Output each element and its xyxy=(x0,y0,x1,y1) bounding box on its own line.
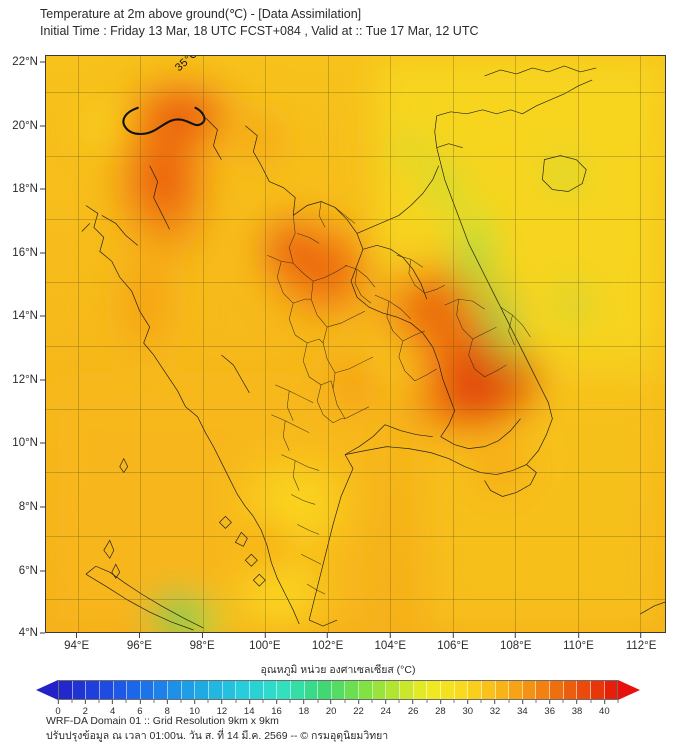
colorbar-under-arrow xyxy=(36,680,58,700)
colorbar-segment xyxy=(222,681,237,699)
xtick-98e: 98°E xyxy=(190,633,215,652)
colorbar-segment xyxy=(113,681,128,699)
colorbar-tick-major: 6 xyxy=(137,700,142,717)
colorbar-tick-major: 4 xyxy=(110,700,115,717)
colorbar-segment xyxy=(400,681,414,699)
ytick-4n: 4°N xyxy=(19,627,45,639)
colorbar-segment xyxy=(140,681,155,699)
title-line-1: Temperature at 2m above ground(℃) - [Dat… xyxy=(40,7,362,21)
colorbar-segment xyxy=(509,681,523,699)
xtick-104e: 104°E xyxy=(375,633,406,652)
footer-line-1: WRF-DA Domain 01 :: Grid Resolution 9km … xyxy=(46,715,279,727)
colorbar-segment xyxy=(386,681,401,699)
map-plot-area: 35°C 22°N 20°N 18°N 16°N 14°N 12°N 10°N … xyxy=(12,55,666,652)
footer-line-2: ปรับปรุงข้อมูล ณ เวลา 01:00น. วัน ส. ที่… xyxy=(46,730,389,742)
colorbar-segment xyxy=(99,681,114,699)
xtick-94e: 94°E xyxy=(64,633,89,652)
xtick-102e: 102°E xyxy=(312,633,343,652)
xtick-110e: 110°E xyxy=(563,633,594,652)
colorbar-segment xyxy=(154,681,169,699)
colorbar-segment xyxy=(413,681,428,699)
ytick-20n: 20°N xyxy=(12,120,45,132)
title-line-2: Initial Time : Friday 13 Mar, 18 UTC FCS… xyxy=(40,24,479,38)
colorbar-segment xyxy=(468,681,482,699)
colorbar-tick-major: 10 xyxy=(189,700,200,717)
colorbar-segment xyxy=(195,681,210,699)
colorbar-tick-major: 2 xyxy=(83,700,88,717)
colorbar-segment xyxy=(209,681,223,699)
colorbar-segment xyxy=(127,681,141,699)
colorbar-segment xyxy=(550,681,564,699)
colorbar-segment xyxy=(454,681,469,699)
page-title: Temperature at 2m above ground(℃) - [Dat… xyxy=(40,6,660,40)
ytick-18n: 18°N xyxy=(12,183,45,195)
colorbar-segment xyxy=(563,681,578,699)
colorbar-segment xyxy=(604,681,618,699)
ytick-8n: 8°N xyxy=(19,501,45,513)
colorbar-segment xyxy=(331,681,346,699)
colorbar-tick-major: 26 xyxy=(408,700,419,717)
colorbar-tick-major: 20 xyxy=(326,700,337,717)
ytick-10n: 10°N xyxy=(12,437,45,449)
colorbar-segment xyxy=(495,681,510,699)
colorbar-segment xyxy=(304,681,319,699)
colorbar-segment xyxy=(72,681,87,699)
xtick-108e: 108°E xyxy=(500,633,531,652)
colorbar-segment xyxy=(481,681,496,699)
colorbar-over-arrow xyxy=(618,680,640,700)
ytick-22n: 22°N xyxy=(12,56,45,68)
map-frame: 35°C xyxy=(45,55,666,633)
colorbar-tick-major: 34 xyxy=(517,700,528,717)
xtick-100e: 100°E xyxy=(249,633,280,652)
colorbar-segment xyxy=(359,681,373,699)
colorbar-segment xyxy=(59,681,73,699)
colorbar-tick-major: 16 xyxy=(271,700,282,717)
colorbar-segment xyxy=(536,681,551,699)
colorbar-tick-major: 40 xyxy=(599,700,610,717)
colorbar-segment xyxy=(277,681,291,699)
colorbar-segment xyxy=(440,681,455,699)
colorbar-segment xyxy=(522,681,537,699)
colorbar-tick-major: 24 xyxy=(381,700,392,717)
colorbar-segment xyxy=(590,681,605,699)
colorbar: อุณหภูมิ หน่วย องศาเซลเซียส (°C) 0 2 4 6 8 10… xyxy=(36,664,640,717)
colorbar-tick-major: 28 xyxy=(435,700,446,717)
colorbar-segment xyxy=(427,681,441,699)
colorbar-segment xyxy=(318,681,332,699)
colorbar-tick-major: 18 xyxy=(299,700,310,717)
colorbar-segment xyxy=(372,681,387,699)
colorbar-segment xyxy=(577,681,591,699)
colorbar-segment xyxy=(168,681,182,699)
colorbar-segment xyxy=(236,681,250,699)
colorbar-segment xyxy=(181,681,196,699)
ytick-6n: 6°N xyxy=(19,565,45,577)
ytick-16n: 16°N xyxy=(12,247,45,259)
ytick-14n: 14°N xyxy=(12,310,45,322)
colorbar-label: อุณหภูมิ หน่วย องศาเซลเซียส (°C) xyxy=(260,664,416,676)
xtick-112e: 112°E xyxy=(626,633,657,652)
xtick-106e: 106°E xyxy=(437,633,468,652)
ytick-12n: 12°N xyxy=(12,374,45,386)
colorbar-segment xyxy=(249,681,264,699)
colorbar-tick-major: 38 xyxy=(572,700,583,717)
colorbar-tick-major: 12 xyxy=(217,700,228,717)
colorbar-tick-major: 14 xyxy=(244,700,255,717)
colorbar-ticks: 0 2 4 6 8 10 12 14 16 18 20 22 24 26 28 30 32 34 36 38 40 xyxy=(55,700,618,717)
footer: WRF-DA Domain 01 :: Grid Resolution 9km … xyxy=(46,714,646,744)
xtick-96e: 96°E xyxy=(127,633,152,652)
colorbar-tick-major: 30 xyxy=(462,700,473,717)
colorbar-tick-major: 36 xyxy=(544,700,555,717)
colorbar-gradient xyxy=(58,680,618,700)
colorbar-segment xyxy=(290,681,305,699)
colorbar-segment xyxy=(86,681,100,699)
colorbar-tick-major: 0 xyxy=(55,700,60,717)
colorbar-tick-major: 22 xyxy=(353,700,364,717)
temperature-field xyxy=(46,56,665,632)
colorbar-tick-major: 8 xyxy=(165,700,170,717)
colorbar-tick-major: 32 xyxy=(490,700,501,717)
colorbar-segment xyxy=(263,681,278,699)
colorbar-segment xyxy=(345,681,360,699)
